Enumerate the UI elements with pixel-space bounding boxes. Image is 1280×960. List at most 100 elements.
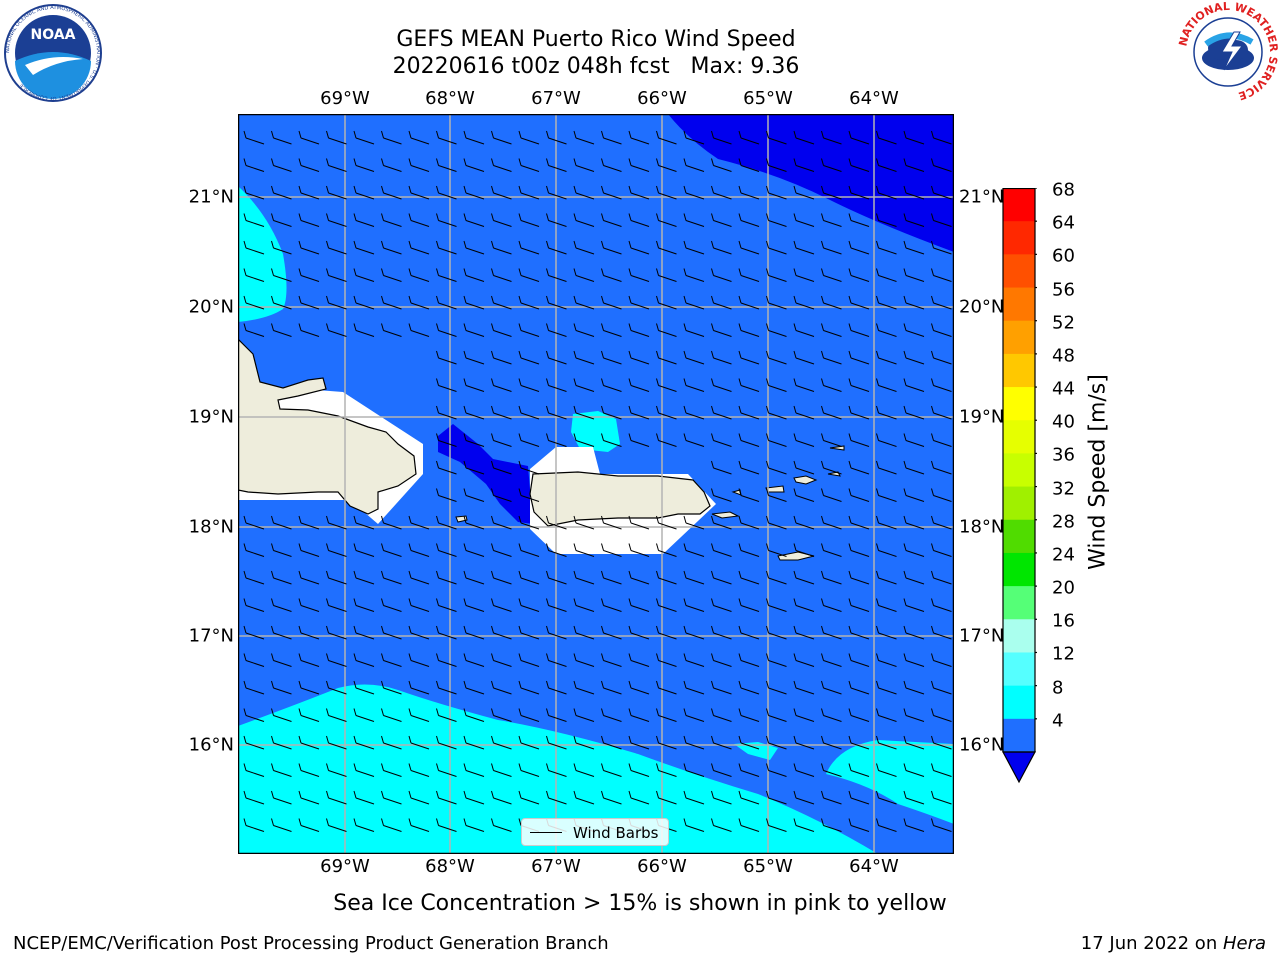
wind-barb <box>491 763 512 777</box>
wind-barb <box>463 625 485 640</box>
wind-barb <box>848 240 870 255</box>
wind-barb <box>573 515 595 530</box>
wind-barb <box>931 708 952 722</box>
wind-barb <box>848 570 870 585</box>
wind-barb <box>711 350 732 365</box>
wind-barb <box>876 240 897 255</box>
wind-barb <box>463 433 485 447</box>
wind-barb <box>408 680 430 695</box>
wind-barb <box>436 130 457 145</box>
wind-barb <box>353 213 375 227</box>
wind-barb <box>518 653 540 667</box>
wind-barb <box>546 515 567 530</box>
wind-barb <box>821 598 842 612</box>
wind-barb <box>876 818 897 832</box>
wind-barb <box>436 818 457 832</box>
lat-label-left: 17°N <box>188 625 234 647</box>
wind-barb <box>436 460 457 475</box>
wind-barb <box>546 625 567 640</box>
wind-barb <box>298 130 320 145</box>
wind-barb <box>683 268 705 282</box>
wind-barb <box>931 405 952 420</box>
wind-barb <box>353 130 375 145</box>
wind-barb <box>683 185 705 200</box>
wind-barb <box>656 350 677 365</box>
wind-barb <box>821 708 842 722</box>
wind-barb <box>408 185 430 200</box>
wind-barb <box>683 158 705 172</box>
wind-barb <box>738 625 760 640</box>
wind-barb <box>463 268 485 282</box>
wind-barb <box>793 130 815 145</box>
lat-label-left: 20°N <box>188 296 234 318</box>
wind-barb <box>738 515 760 530</box>
lon-label-top: 64°W <box>849 88 899 109</box>
wind-barb <box>298 680 320 695</box>
wind-barb <box>876 625 897 640</box>
wind-barb <box>628 405 650 420</box>
wind-barb <box>821 378 842 392</box>
colorbar-label: Wind Speed [m/s] <box>1085 374 1111 570</box>
wind-barb <box>738 460 760 475</box>
wind-barb <box>628 763 650 777</box>
wind-barb <box>821 405 842 420</box>
wind-barb <box>683 240 705 255</box>
colorbar-tick-label: 40 <box>1052 411 1075 433</box>
wind-barb <box>381 708 402 722</box>
wind-barb <box>821 653 842 667</box>
wind-barb <box>353 790 375 805</box>
wind-barb <box>436 405 457 420</box>
lat-label-right: 19°N <box>959 406 1005 428</box>
wind-barb <box>848 488 870 502</box>
wind-barb <box>683 708 705 722</box>
wind-barb <box>848 735 870 750</box>
wind-barb <box>573 735 595 750</box>
wind-barb <box>711 790 732 805</box>
wind-barb <box>628 378 650 392</box>
wind-barb <box>683 653 705 667</box>
wind-barb <box>573 185 595 200</box>
wind-barb <box>656 680 677 695</box>
wind-barb <box>573 625 595 640</box>
wind-barb <box>848 433 870 447</box>
wind-barb <box>381 598 402 612</box>
wind-barb <box>573 680 595 695</box>
wind-barb <box>766 185 787 200</box>
wind-barb <box>243 323 265 337</box>
colorbar-tick-label: 16 <box>1052 610 1075 632</box>
wind-barb <box>243 543 265 557</box>
lat-label-left: 18°N <box>188 516 234 538</box>
wind-barb <box>738 543 760 557</box>
wind-barb <box>353 323 375 337</box>
wind-barb <box>271 790 292 805</box>
colorbar <box>1002 188 1037 784</box>
wind-barb <box>298 763 320 777</box>
wind-barb <box>298 570 320 585</box>
wind-barb <box>793 213 815 227</box>
wind-barb <box>353 158 375 172</box>
wind-barb <box>711 433 732 447</box>
wind-barb <box>683 323 705 337</box>
wind-barb <box>326 158 347 172</box>
wind-barb <box>298 735 320 750</box>
wind-barb <box>711 515 732 530</box>
wind-barb <box>573 790 595 805</box>
wind-barb <box>546 735 567 750</box>
colorbar-extend-triangle <box>1002 751 1036 784</box>
wind-barb <box>683 680 705 695</box>
wind-barb <box>491 653 512 667</box>
wind-barb <box>766 625 787 640</box>
wind-barb <box>326 680 347 695</box>
wind-barb <box>738 130 760 145</box>
wind-barb <box>518 680 540 695</box>
wind-barb <box>738 653 760 667</box>
wind-barb <box>903 158 925 172</box>
wind-barb <box>628 323 650 337</box>
wind-barb <box>793 240 815 255</box>
wind-barb <box>381 790 402 805</box>
wind-barb <box>518 625 540 640</box>
wind-barb <box>628 515 650 530</box>
wind-barb <box>518 378 540 392</box>
wind-barb <box>353 735 375 750</box>
wind-barb <box>573 598 595 612</box>
